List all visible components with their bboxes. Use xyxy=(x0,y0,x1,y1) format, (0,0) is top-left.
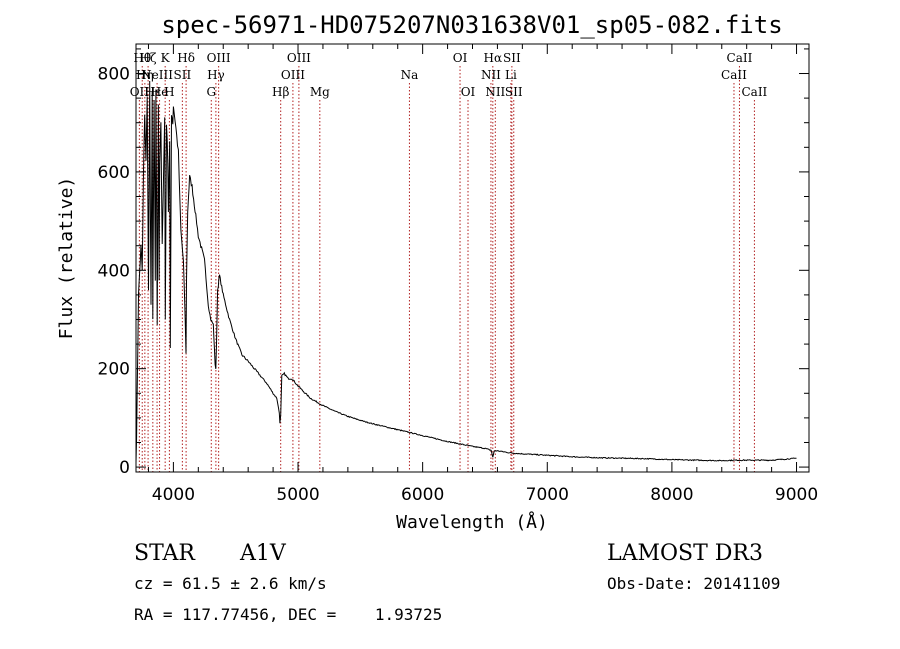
ra-dec-coordinates: RA = 117.77456, DEC = 1.93725 xyxy=(134,605,442,624)
y-tick-label-3: 600 xyxy=(98,163,130,183)
line-marker-label-7: K xyxy=(161,51,171,65)
object-class: STAR xyxy=(134,541,196,566)
spectrum-series-line xyxy=(135,80,797,463)
line-marker-label-25: SII xyxy=(503,51,521,65)
line-marker-label-19: OI xyxy=(453,51,468,65)
line-marker-label-13: OIII xyxy=(207,51,231,65)
line-marker-label-4: Hε xyxy=(144,85,161,99)
line-marker-label-12: Hγ xyxy=(207,68,225,82)
line-marker-label-0: OII xyxy=(130,85,150,99)
line-marker-label-15: OIII xyxy=(281,68,305,82)
y-axis-ticks: 0 200 400 600 800 xyxy=(98,48,809,478)
x-tick-label-5: 9000 xyxy=(775,485,818,505)
x-axis-ticks: 4000 5000 6000 7000 8000 9000 xyxy=(147,44,818,505)
line-marker-label-17: Mg xyxy=(310,85,330,99)
x-tick-label-4: 8000 xyxy=(650,485,693,505)
y-tick-label-2: 400 xyxy=(98,261,130,281)
object-subclass: A1V xyxy=(239,541,287,566)
line-marker-label-20: OI xyxy=(461,85,476,99)
line-marker-label-16: OIII xyxy=(287,51,311,65)
line-marker-label-24: Li xyxy=(505,68,517,82)
line-marker-label-21: NII xyxy=(481,68,501,82)
line-marker-label-6: He xyxy=(151,85,169,99)
line-marker-label-3: Hζ xyxy=(140,51,157,65)
line-marker-label-28: CaII xyxy=(727,51,753,65)
x-tick-label-1: 5000 xyxy=(276,485,319,505)
x-tick-label-0: 4000 xyxy=(152,485,195,505)
line-marker-label-29: CaII xyxy=(741,85,767,99)
y-tick-label-1: 200 xyxy=(98,360,130,380)
line-marker-label-23: NII xyxy=(485,85,505,99)
x-axis-label: Wavelength (Å) xyxy=(396,511,548,533)
line-marker-label-26: SII xyxy=(505,85,523,99)
observation-date: Obs-Date: 20141109 xyxy=(607,574,780,593)
line-markers xyxy=(138,66,755,472)
line-marker-label-5: NeIII xyxy=(141,68,173,82)
line-marker-label-10: Hδ xyxy=(177,51,195,65)
line-marker-label-2: Hη xyxy=(136,68,154,82)
line-marker-label-1: Hθ xyxy=(133,51,151,65)
y-axis-label: Flux (relative) xyxy=(56,177,77,340)
x-tick-label-2: 6000 xyxy=(401,485,444,505)
line-marker-label-14: Hβ xyxy=(272,85,289,99)
line-marker-label-9: SII xyxy=(174,68,192,82)
line-marker-label-18: Na xyxy=(401,68,419,82)
plot-frame xyxy=(135,43,810,473)
line-marker-labels: OIIHθHηHζHεNeIIIHeKHSIIHδGHγOIIIHβOIIIOI… xyxy=(130,51,768,99)
y-tick-label-0: 0 xyxy=(119,458,130,478)
line-marker-label-11: G xyxy=(206,85,216,99)
chart-title: spec-56971-HD075207N031638V01_sp05-082.f… xyxy=(161,11,782,39)
x-tick-label-3: 7000 xyxy=(526,485,569,505)
line-marker-label-22: Hα xyxy=(484,51,503,65)
survey-name: LAMOST DR3 xyxy=(607,541,763,566)
y-tick-label-4: 800 xyxy=(98,65,130,85)
redshift-cz: cz = 61.5 ± 2.6 km/s xyxy=(134,574,327,593)
line-marker-label-27: CaII xyxy=(721,68,747,82)
line-marker-label-8: H xyxy=(164,85,174,99)
